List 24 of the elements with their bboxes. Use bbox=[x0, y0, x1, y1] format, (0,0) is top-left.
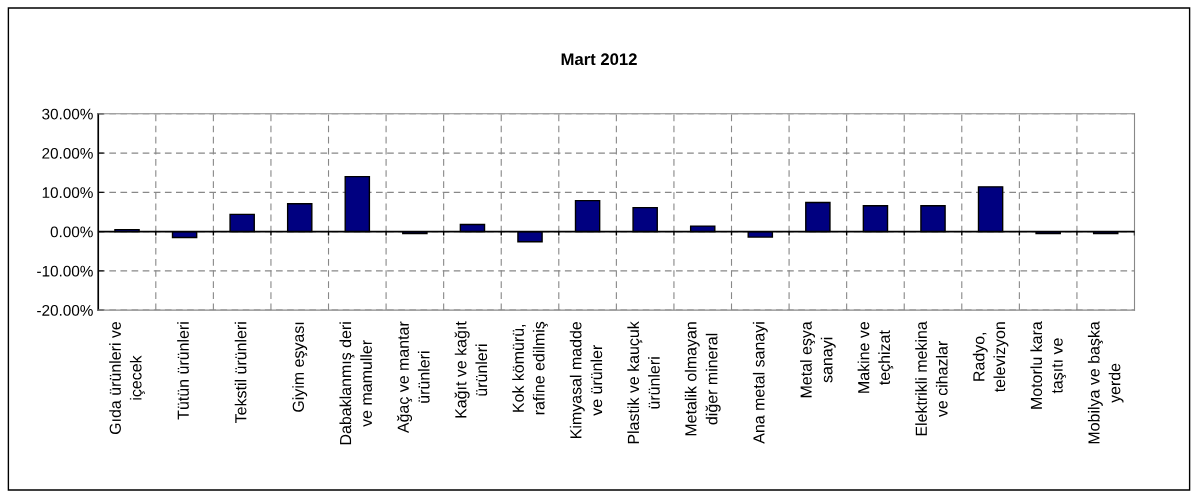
x-tick-label: Ana metal sanayi bbox=[752, 322, 768, 444]
y-tick-label: -20.00% bbox=[37, 305, 93, 316]
x-tick-label: Dabaklanmış deri ve mamuller bbox=[339, 322, 372, 445]
y-tick-label: 0.00% bbox=[50, 226, 93, 238]
y-tick-label: 30.00% bbox=[42, 108, 93, 120]
x-tick-label: Mobilya ve başka yerde bbox=[1087, 321, 1124, 444]
x-tick-label: Kağıt ve kağıt ürünleri bbox=[454, 321, 488, 418]
x-tick-label: Radyo, televizyon bbox=[972, 322, 1009, 393]
x-tick-label: Tütün ürünleri bbox=[177, 322, 189, 420]
x-tick-label: Gıda ürünleri ve içecek bbox=[109, 321, 145, 435]
x-tick-label: Kimyasal madde ve ürünler bbox=[569, 321, 603, 438]
y-tick-label: 20.00% bbox=[42, 147, 93, 159]
x-tick-label: Elektrikli mekina ve cihazlar bbox=[915, 321, 948, 436]
x-tick-label: Plastik ve kauçuk ürünleri bbox=[627, 321, 660, 444]
x-tick-label: Metalik olmayan diğer mineral bbox=[684, 322, 721, 436]
chart-title: Mart 2012 bbox=[561, 53, 637, 66]
y-tick-label: 10.00% bbox=[42, 187, 93, 199]
x-tick-label: Metal eşya sanayi bbox=[800, 321, 836, 398]
x-tick-label: Ağaç ve mantar ürünleri bbox=[396, 321, 430, 434]
x-tick-label: Tekstil ürünleri bbox=[234, 322, 247, 423]
x-tick-label: Motorlu kara taşıtı ve bbox=[1030, 321, 1066, 409]
y-tick-label: -10.00% bbox=[37, 265, 93, 277]
x-tick-label: Kok kömürü, rafine edilmiş bbox=[512, 321, 548, 415]
x-tick-label: Giyim eşyası bbox=[292, 322, 308, 412]
